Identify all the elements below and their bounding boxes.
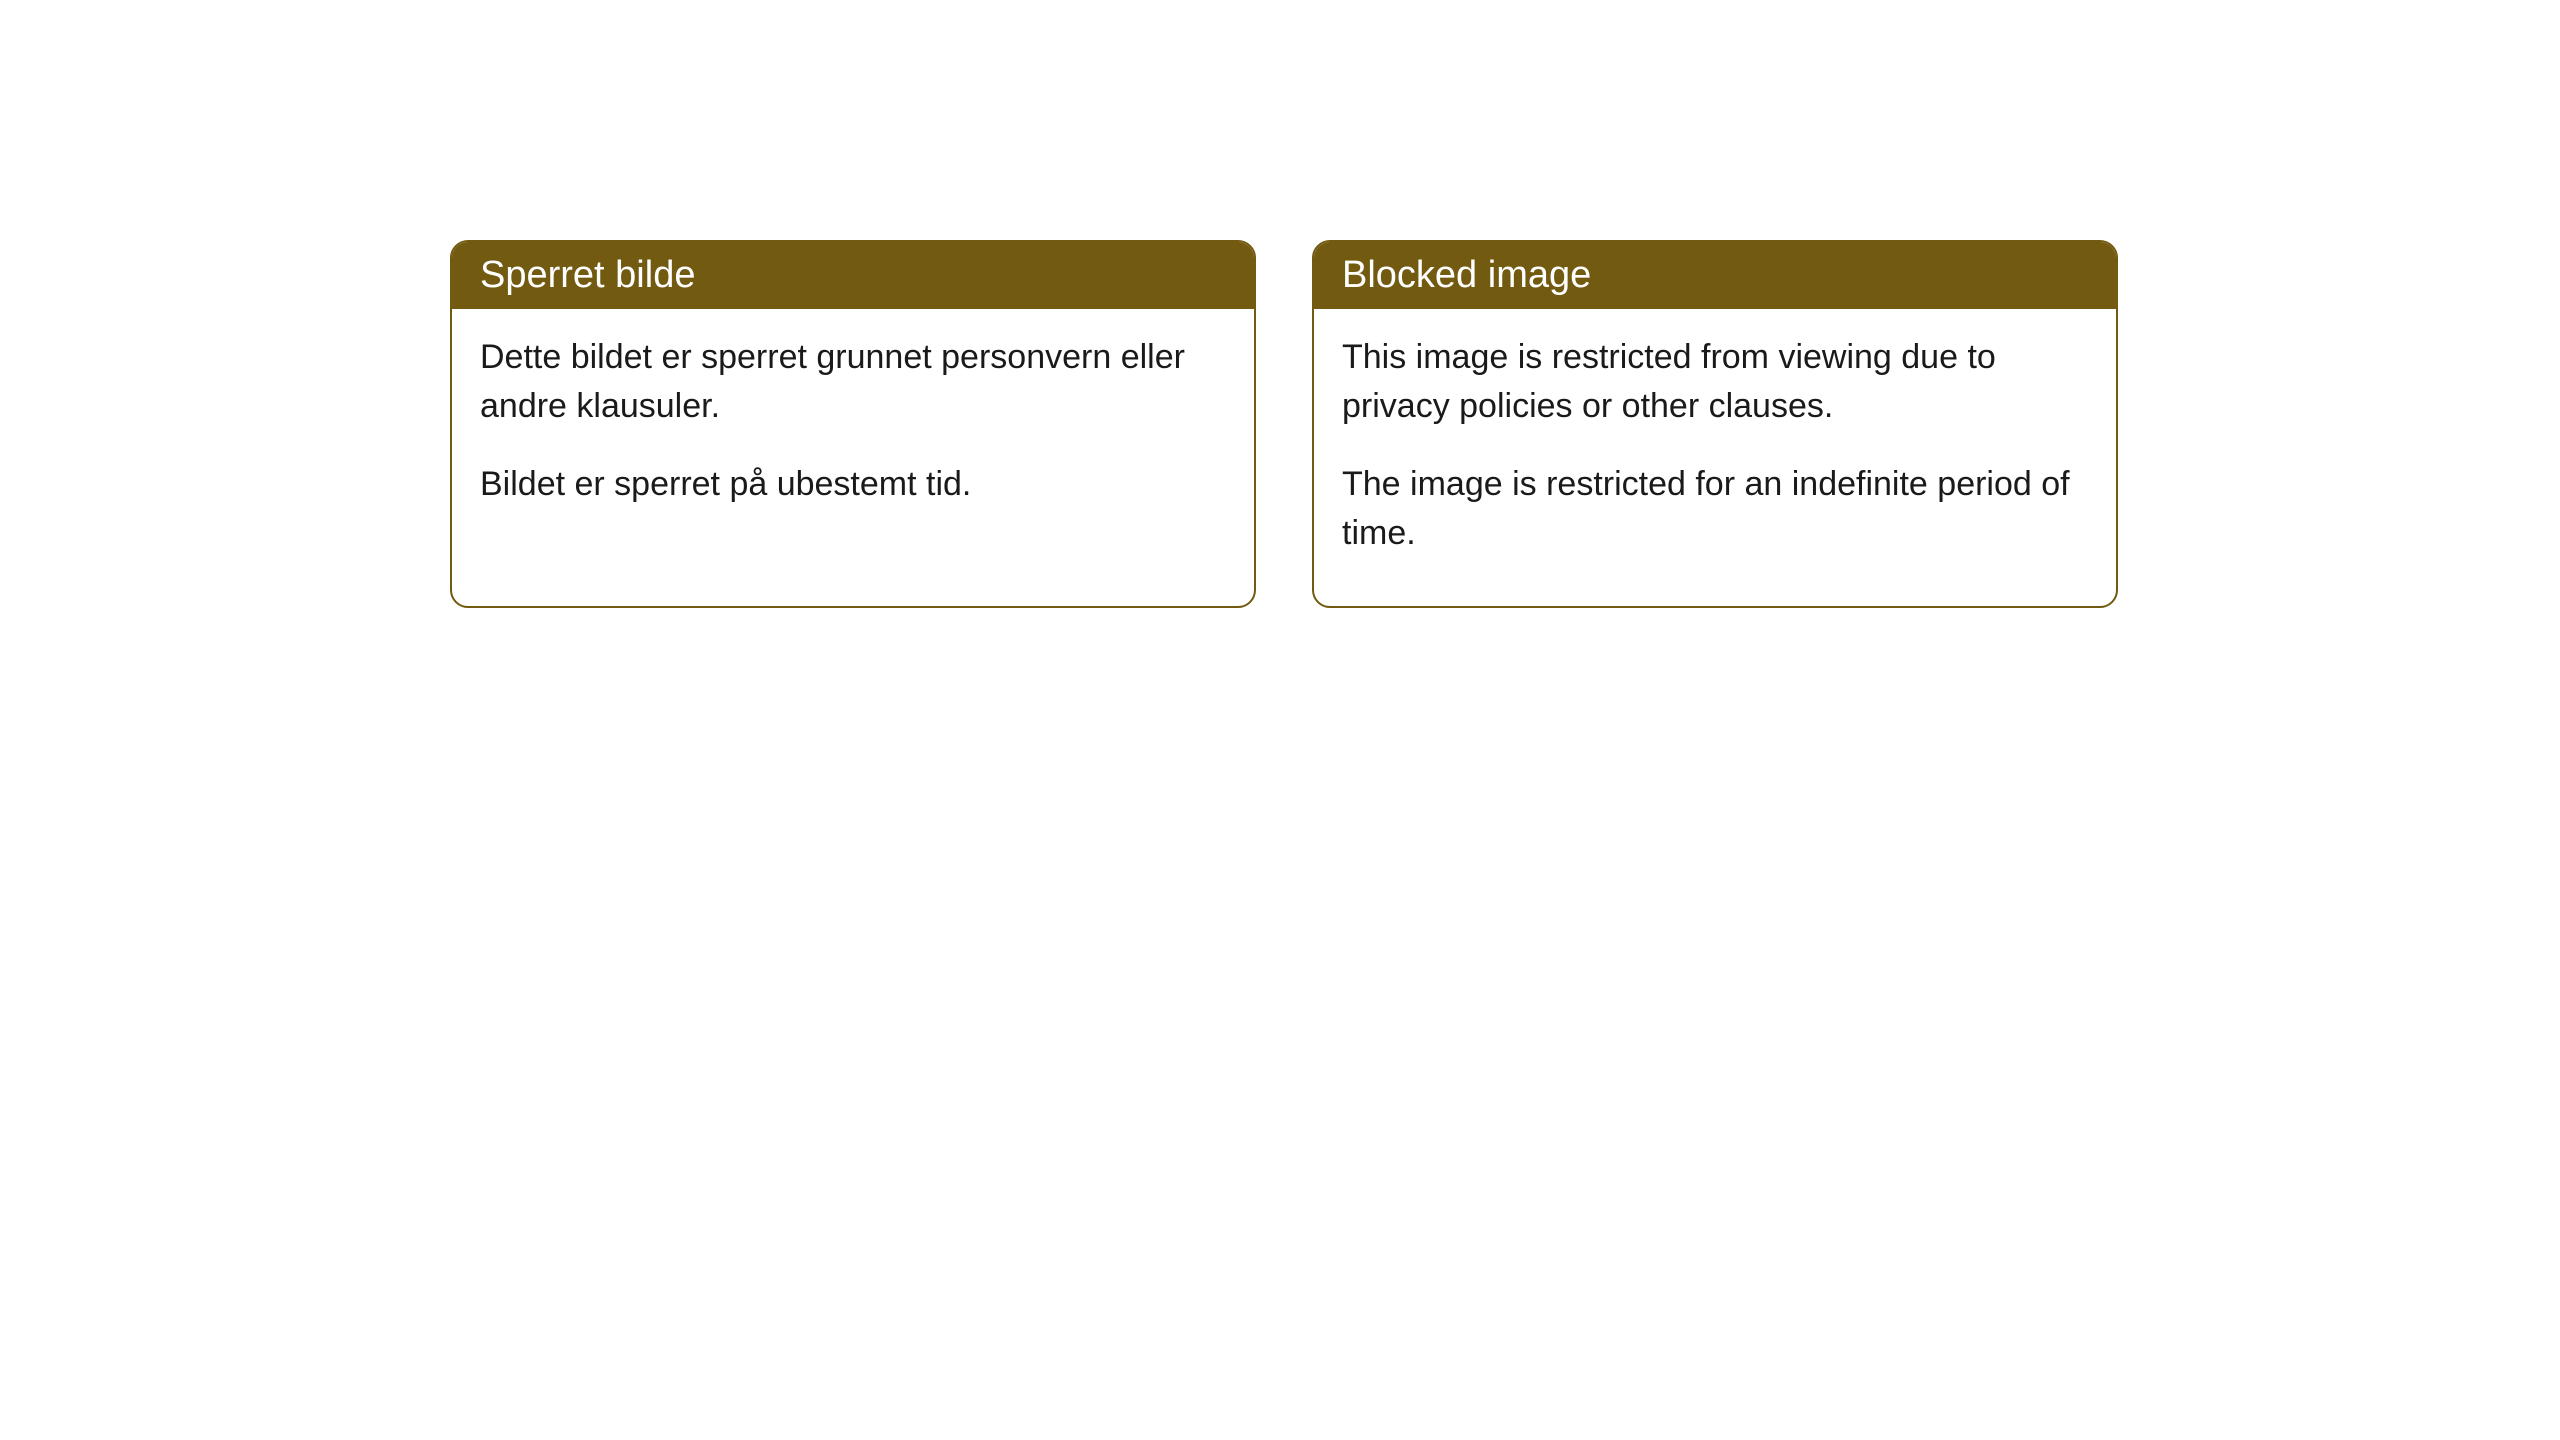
notice-body-english: This image is restricted from viewing du… [1314, 309, 2116, 606]
notice-paragraph: This image is restricted from viewing du… [1342, 333, 2088, 432]
notice-card-norwegian: Sperret bilde Dette bildet er sperret gr… [450, 240, 1256, 608]
notice-paragraph: Bildet er sperret på ubestemt tid. [480, 460, 1226, 509]
notice-header-english: Blocked image [1314, 242, 2116, 309]
notice-container: Sperret bilde Dette bildet er sperret gr… [450, 240, 2118, 608]
notice-paragraph: Dette bildet er sperret grunnet personve… [480, 333, 1226, 432]
notice-card-english: Blocked image This image is restricted f… [1312, 240, 2118, 608]
notice-header-norwegian: Sperret bilde [452, 242, 1254, 309]
notice-paragraph: The image is restricted for an indefinit… [1342, 460, 2088, 559]
notice-body-norwegian: Dette bildet er sperret grunnet personve… [452, 309, 1254, 557]
